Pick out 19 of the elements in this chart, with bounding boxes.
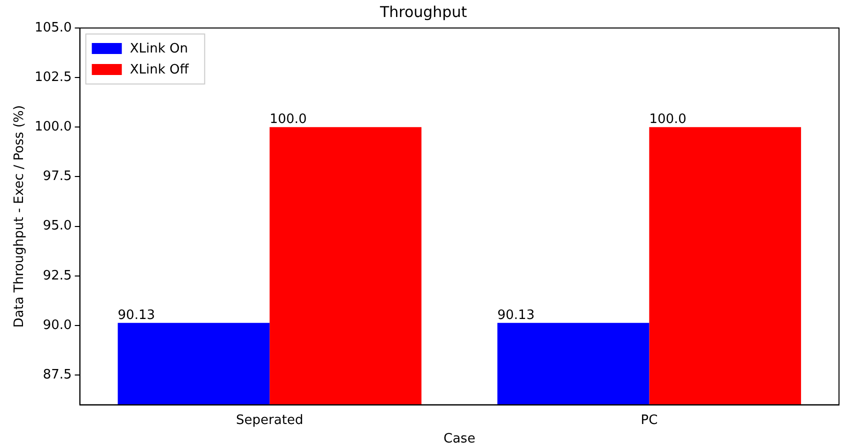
legend-label: XLink On [130,41,188,56]
y-tick-label: 100.0 [34,120,72,135]
data-label: 100.0 [649,112,686,128]
y-tick-label: 102.5 [34,70,72,85]
x-tick-label: PC [640,412,658,428]
y-tick-label: 90.0 [42,318,72,333]
y-tick-label: 95.0 [42,218,72,234]
chart-title: Throughput [378,2,468,21]
data-label: 90.13 [118,308,155,323]
y-tick-label: 92.5 [42,268,72,284]
x-tick-label: Seperated [236,412,304,428]
legend-label: XLink Off [130,62,190,78]
data-label: 100.0 [270,112,307,128]
y-tick-label: 105.0 [34,20,72,36]
y-tick-label: 87.5 [42,367,72,382]
data-label: 90.13 [497,308,535,323]
y-axis-title: Data Throughput - Exec / Poss (%) [12,105,28,328]
x-axis-title: Case [443,432,476,447]
y-tick-label: 97.5 [42,169,72,184]
